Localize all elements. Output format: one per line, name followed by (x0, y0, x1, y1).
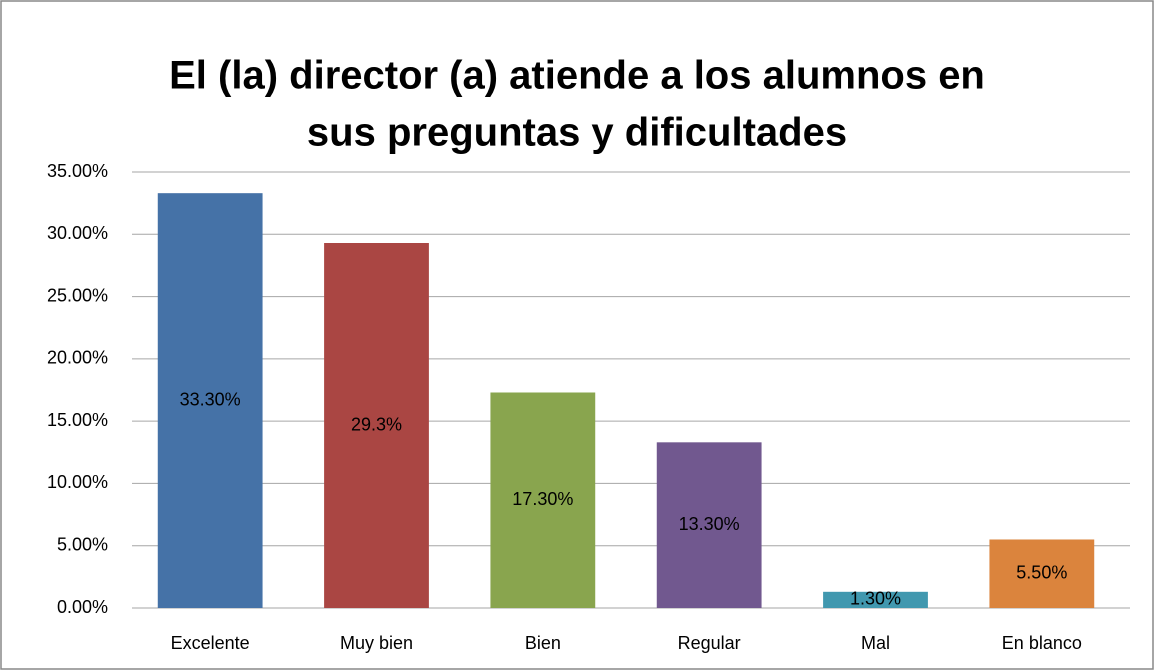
x-tick-label: Muy bien (340, 633, 413, 653)
bar (324, 243, 429, 608)
x-tick-label: Mal (861, 633, 890, 653)
data-label: 17.30% (512, 489, 573, 509)
x-tick-label: Regular (678, 633, 741, 653)
y-tick-label: 20.00% (47, 348, 108, 368)
bar (823, 591, 928, 608)
y-tick-label: 30.00% (47, 223, 108, 243)
chart-title: sus preguntas y dificultades (307, 111, 847, 155)
bar (656, 442, 762, 608)
bar (490, 392, 596, 608)
data-label: 1.30% (850, 589, 901, 609)
y-tick-label: 15.00% (47, 410, 108, 430)
x-tick-label: En blanco (1002, 633, 1082, 653)
data-label: 5.50% (1016, 562, 1067, 582)
y-tick-label: 25.00% (47, 285, 108, 305)
x-tick-label: Bien (525, 633, 561, 653)
y-tick-label: 5.00% (57, 534, 108, 554)
y-tick-label: 10.00% (47, 472, 108, 492)
data-label: 29.3% (351, 414, 402, 434)
chart-title: El (la) director (a) atiende a los alumn… (169, 54, 985, 98)
y-tick-label: 0.00% (57, 597, 108, 617)
y-tick-label: 35.00% (47, 161, 108, 181)
data-label: 13.30% (679, 514, 740, 534)
bar (157, 193, 263, 609)
bar (989, 539, 1095, 608)
data-label: 33.30% (180, 389, 241, 409)
x-tick-label: Excelente (171, 633, 250, 653)
